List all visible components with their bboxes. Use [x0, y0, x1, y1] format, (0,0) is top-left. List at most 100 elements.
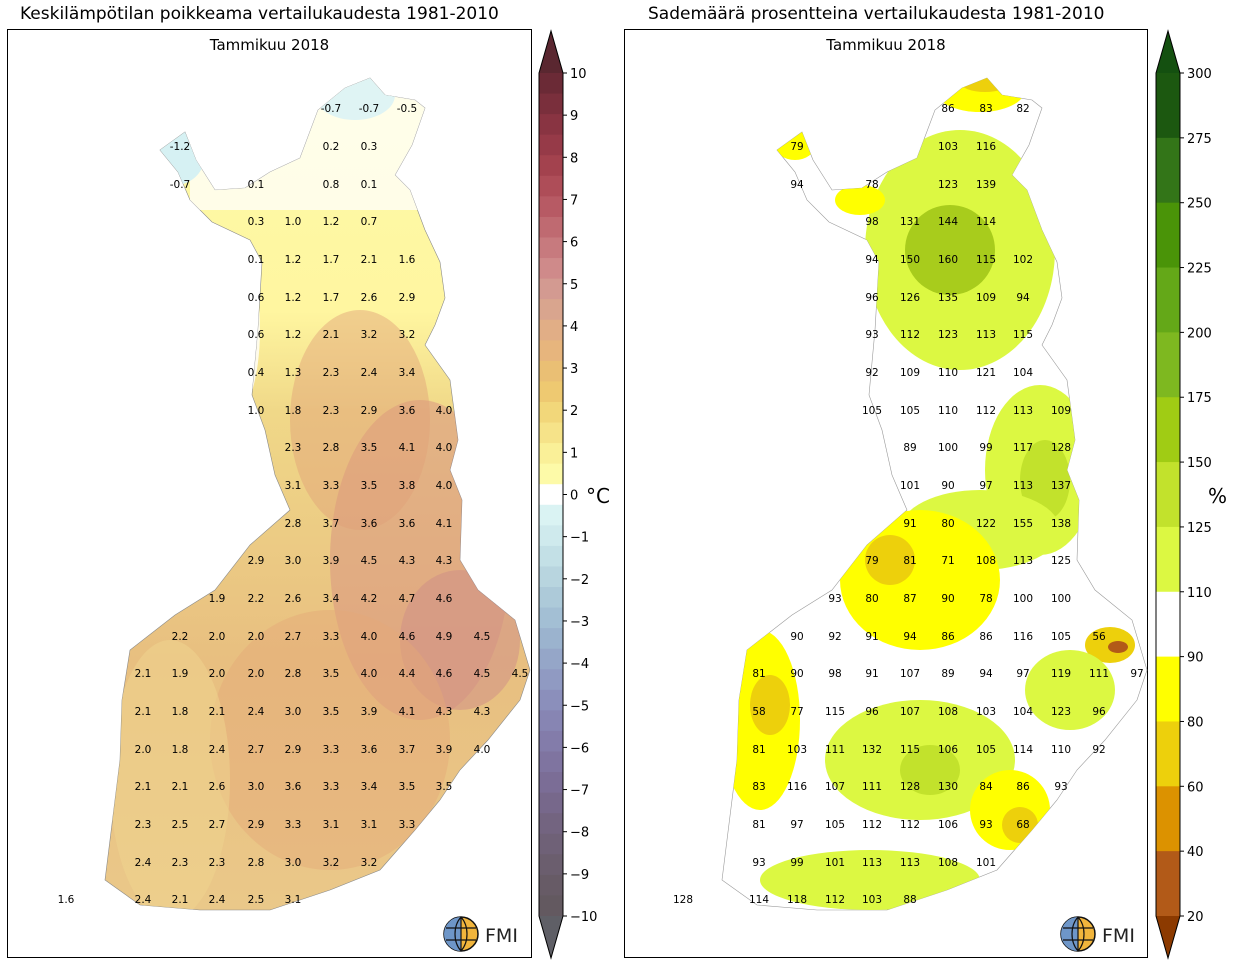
temperature-value-label: 3.2 — [399, 329, 416, 341]
precipitation-value-label: 110 — [938, 405, 958, 417]
precipitation-value-label: 100 — [1051, 593, 1071, 605]
temperature-value-label: -0.7 — [359, 103, 380, 115]
precipitation-value-label: 139 — [976, 179, 996, 191]
precipitation-value-label: 80 — [865, 593, 878, 605]
temperature-value-label: 2.6 — [285, 593, 302, 605]
precipitation-value-label: 89 — [941, 668, 954, 680]
temperature-value-label: 1.0 — [248, 405, 265, 417]
precipitation-value-label: 92 — [828, 631, 841, 643]
precipitation-value-label: 114 — [1013, 744, 1033, 756]
precipitation-value-label: 116 — [1013, 631, 1033, 643]
precipitation-value-label: 112 — [862, 819, 882, 831]
colorbar-segment — [539, 833, 563, 855]
temperature-value-label: 2.9 — [248, 555, 265, 567]
precipitation-value-label: 96 — [865, 706, 879, 718]
temperature-value-label: 0.1 — [248, 254, 265, 266]
temperature-value-label: 3.3 — [285, 819, 302, 831]
temperature-value-label: 2.0 — [209, 668, 226, 680]
precipitation-value-label: 86 — [979, 631, 993, 643]
precipitation-value-label: 115 — [900, 744, 920, 756]
colorbar-segment — [1156, 137, 1180, 204]
precipitation-value-label: 104 — [1013, 706, 1033, 718]
precipitation-value-label: 71 — [941, 555, 954, 567]
colorbar-tick-label: 110 — [1187, 586, 1212, 601]
precipitation-value-label: 90 — [941, 480, 954, 492]
precipitation-value-label: 97 — [979, 480, 992, 492]
precipitation-value-label: 90 — [941, 593, 954, 605]
temperature-value-label: 2.6 — [361, 292, 378, 304]
temperature-value-label: 3.3 — [323, 480, 340, 492]
precipitation-value-label: 128 — [673, 894, 693, 906]
precipitation-value-label: 126 — [900, 292, 920, 304]
temperature-value-label: 2.9 — [399, 292, 416, 304]
colorbar-tick-label: 4 — [570, 320, 578, 335]
colorbar-tick-label: −4 — [570, 657, 589, 672]
precipitation-value-label: 96 — [1092, 706, 1106, 718]
precipitation-value-label: 93 — [979, 819, 992, 831]
temperature-value-label: 0.8 — [323, 179, 340, 191]
precipitation-value-label: 137 — [1051, 480, 1071, 492]
colorbar-tick-label: 1 — [570, 446, 578, 461]
precipitation-value-label: 90 — [790, 631, 803, 643]
temperature-value-label: 2.1 — [135, 706, 152, 718]
colorbar-tick-label: 8 — [570, 151, 578, 166]
temperature-value-label: -0.7 — [170, 179, 191, 191]
precipitation-value-label: 98 — [865, 216, 878, 228]
colorbar-tick-label: −5 — [570, 699, 589, 714]
precipitation-value-label: 86 — [941, 631, 955, 643]
temperature-value-label: 3.5 — [361, 442, 378, 454]
precipitation-value-label: 112 — [900, 329, 920, 341]
temperature-value-label: 4.6 — [436, 593, 453, 605]
precipitation-value-label: 103 — [976, 706, 996, 718]
temperature-value-label: 2.7 — [285, 631, 302, 643]
fmi-globe-icon — [1060, 916, 1096, 952]
fmi-logo-text: FMI — [1102, 925, 1135, 947]
precipitation-value-label: 81 — [903, 555, 916, 567]
temperature-value-label: 4.5 — [361, 555, 378, 567]
precipitation-value-label: 115 — [825, 706, 845, 718]
colorbar-segment — [539, 669, 563, 691]
temperature-value-label: 3.9 — [361, 706, 378, 718]
colorbar-tick-label: 20 — [1187, 910, 1204, 925]
temperature-value-label: 1.8 — [172, 706, 189, 718]
temperature-value-label: 2.5 — [248, 894, 265, 906]
temperature-value-label: 3.9 — [436, 744, 453, 756]
temperature-value-label: 2.4 — [248, 706, 265, 718]
temperature-value-label: 3.1 — [285, 480, 302, 492]
precipitation-value-label: 107 — [900, 668, 920, 680]
temperature-value-label: 3.2 — [361, 857, 378, 869]
temperature-value-label: 3.9 — [323, 555, 340, 567]
precipitation-value-label: 108 — [938, 706, 958, 718]
temperature-value-label: 3.6 — [361, 518, 378, 530]
precipitation-value-label: 81 — [752, 668, 765, 680]
precipitation-value-label: 92 — [1092, 744, 1105, 756]
precipitation-value-label: 108 — [938, 857, 958, 869]
colorbar-tick-label: 150 — [1187, 456, 1212, 471]
colorbar-tick-label: −6 — [570, 741, 589, 756]
precipitation-value-label: 91 — [865, 631, 878, 643]
colorbar-tick-label: 200 — [1187, 326, 1212, 341]
precipitation-value-label: 123 — [1051, 706, 1071, 718]
temperature-value-label: 4.3 — [474, 706, 491, 718]
temperature-value-label: 3.6 — [399, 518, 416, 530]
temperature-value-label: 0.4 — [248, 367, 265, 379]
temperature-value-label: 4.1 — [399, 706, 416, 718]
precipitation-value-label: 93 — [828, 593, 841, 605]
precipitation-value-label: 113 — [1013, 555, 1033, 567]
colorbar-segment — [539, 607, 563, 629]
precipitation-value-label: 116 — [976, 141, 996, 153]
precipitation-value-label: 125 — [1051, 555, 1071, 567]
left-map-subtitle: Tammikuu 2018 — [209, 36, 330, 54]
colorbar-segment — [539, 628, 563, 650]
colorbar-max-arrow — [539, 31, 563, 73]
precipitation-value-label: 99 — [979, 442, 992, 454]
colorbar-tick-label: 2 — [570, 404, 578, 419]
temperature-value-label: 0.3 — [248, 216, 265, 228]
precipitation-value-label: 107 — [900, 706, 920, 718]
precipitation-value-label: 108 — [976, 555, 996, 567]
colorbar-segment — [539, 155, 563, 177]
precipitation-value-label: 105 — [862, 405, 882, 417]
colorbar-tick-label: 175 — [1187, 391, 1212, 406]
temperature-value-label: 4.3 — [436, 555, 453, 567]
temperature-value-label: 0.1 — [248, 179, 265, 191]
